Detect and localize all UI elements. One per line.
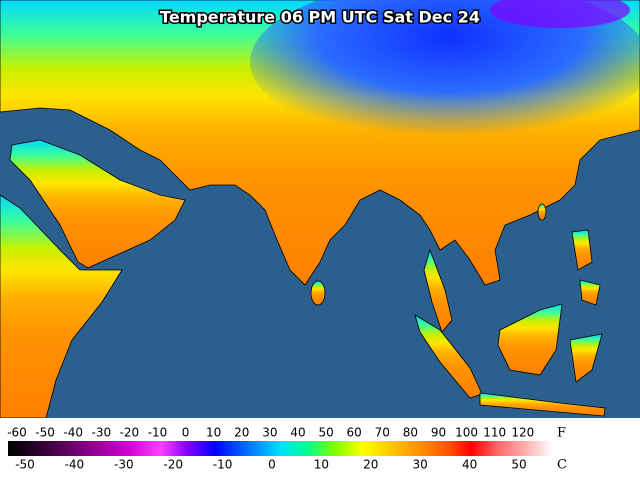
celsius-tick-label: 10	[314, 458, 329, 472]
celsius-tick-label: 40	[462, 458, 477, 472]
color-scale-bar	[8, 441, 553, 456]
fahrenheit-tick-label: 40	[290, 426, 305, 440]
celsius-tick-label: -10	[213, 458, 233, 472]
fahrenheit-tick-label: -30	[91, 426, 111, 440]
very-cold-region	[490, 0, 630, 28]
fahrenheit-tick-label: 100	[455, 426, 478, 440]
fahrenheit-tick-label: 0	[182, 426, 190, 440]
celsius-tick-label: -30	[114, 458, 134, 472]
fahrenheit-tick-label: 50	[318, 426, 333, 440]
fahrenheit-tick-label: -20	[120, 426, 140, 440]
fahrenheit-tick-label: 20	[234, 426, 249, 440]
celsius-tick-label: -40	[65, 458, 85, 472]
map-title: Temperature 06 PM UTC Sat Dec 24	[160, 8, 480, 27]
fahrenheit-tick-label: -50	[35, 426, 55, 440]
fahrenheit-unit: F	[557, 426, 566, 441]
fahrenheit-tick-label: 60	[347, 426, 362, 440]
celsius-tick-label: 50	[511, 458, 526, 472]
celsius-tick-label: -50	[15, 458, 35, 472]
fahrenheit-tick-label: 80	[403, 426, 418, 440]
fahrenheit-tick-label: 30	[262, 426, 277, 440]
fahrenheit-tick-label: 10	[206, 426, 221, 440]
celsius-tick-label: 30	[413, 458, 428, 472]
celsius-tick-label: -20	[163, 458, 183, 472]
cold-region	[250, 0, 640, 144]
celsius-unit: C	[557, 458, 567, 473]
celsius-tick-label: 0	[268, 458, 276, 472]
fahrenheit-tick-label: 70	[375, 426, 390, 440]
fahrenheit-tick-label: 90	[431, 426, 446, 440]
fahrenheit-tick-label: -60	[7, 426, 27, 440]
fahrenheit-tick-label: -40	[63, 426, 83, 440]
fahrenheit-tick-label: 120	[511, 426, 534, 440]
celsius-tick-label: 20	[363, 458, 378, 472]
fahrenheit-tick-label: 110	[483, 426, 506, 440]
fahrenheit-tick-label: -10	[148, 426, 168, 440]
scale-ticks: -60 -50 -40 -30 -20 -10 0 10 20 30 40 50 60 70 80 90 100…	[7, 426, 534, 472]
